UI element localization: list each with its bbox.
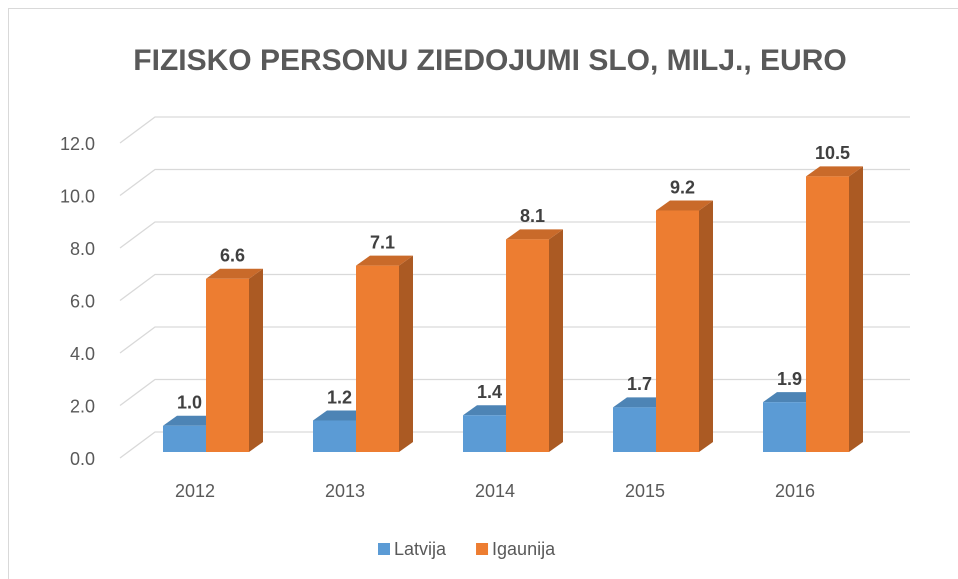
data-label: 1.7	[627, 374, 652, 394]
data-label: 1.9	[777, 369, 802, 389]
y-tick-label: 6.0	[70, 291, 95, 311]
data-label: 6.6	[220, 246, 245, 266]
bar	[613, 407, 656, 452]
y-tick-label: 12.0	[60, 134, 95, 154]
bar-side	[849, 166, 863, 452]
bar	[763, 402, 806, 452]
bar	[163, 425, 206, 452]
bar-side	[549, 229, 563, 452]
y-tick-label: 0.0	[70, 449, 95, 469]
bar-top	[163, 415, 220, 426]
x-tick-label: 2013	[325, 481, 365, 501]
y-tick-label: 2.0	[70, 396, 95, 416]
y-tick-label: 8.0	[70, 239, 95, 259]
bar	[506, 239, 549, 452]
data-label: 1.2	[327, 387, 352, 407]
bar-top	[206, 268, 263, 279]
x-tick-label: 2014	[475, 481, 515, 501]
bar-top	[763, 392, 820, 403]
bar-top	[356, 255, 413, 266]
bar	[806, 176, 849, 452]
y-tick-label: 4.0	[70, 344, 95, 364]
bar-top	[506, 229, 563, 240]
bar	[206, 278, 249, 452]
data-label: 7.1	[370, 232, 395, 252]
x-tick-label: 2015	[625, 481, 665, 501]
x-tick-label: 2016	[775, 481, 815, 501]
data-label: 1.4	[477, 382, 502, 402]
legend-swatch	[476, 543, 489, 555]
bar-top	[463, 405, 520, 416]
data-label: 9.2	[670, 177, 695, 197]
bar-top	[656, 200, 713, 211]
data-label: 1.0	[177, 393, 202, 413]
bar-side	[699, 200, 713, 452]
bar-top	[313, 410, 370, 421]
bar-top	[613, 397, 670, 408]
y-tick-label: 10.0	[60, 186, 95, 206]
data-label: 8.1	[520, 206, 545, 226]
x-tick-label: 2012	[175, 481, 215, 501]
bar	[463, 415, 506, 452]
grid-line	[119, 116, 910, 144]
bar-side	[249, 268, 263, 452]
chart-border	[8, 8, 958, 579]
bar	[313, 420, 356, 452]
bar-side	[399, 255, 413, 452]
bar	[356, 265, 399, 452]
bar	[656, 210, 699, 452]
chart-title: FIZISKO PERSONU ZIEDOJUMI SLO, MILJ., EU…	[133, 44, 846, 77]
grid-line	[119, 168, 910, 197]
data-label: 10.5	[815, 143, 850, 163]
bar-top	[806, 166, 863, 177]
legend-label: Latvija	[394, 539, 447, 559]
legend-swatch	[378, 543, 390, 555]
legend-label: Igaunija	[492, 539, 556, 559]
